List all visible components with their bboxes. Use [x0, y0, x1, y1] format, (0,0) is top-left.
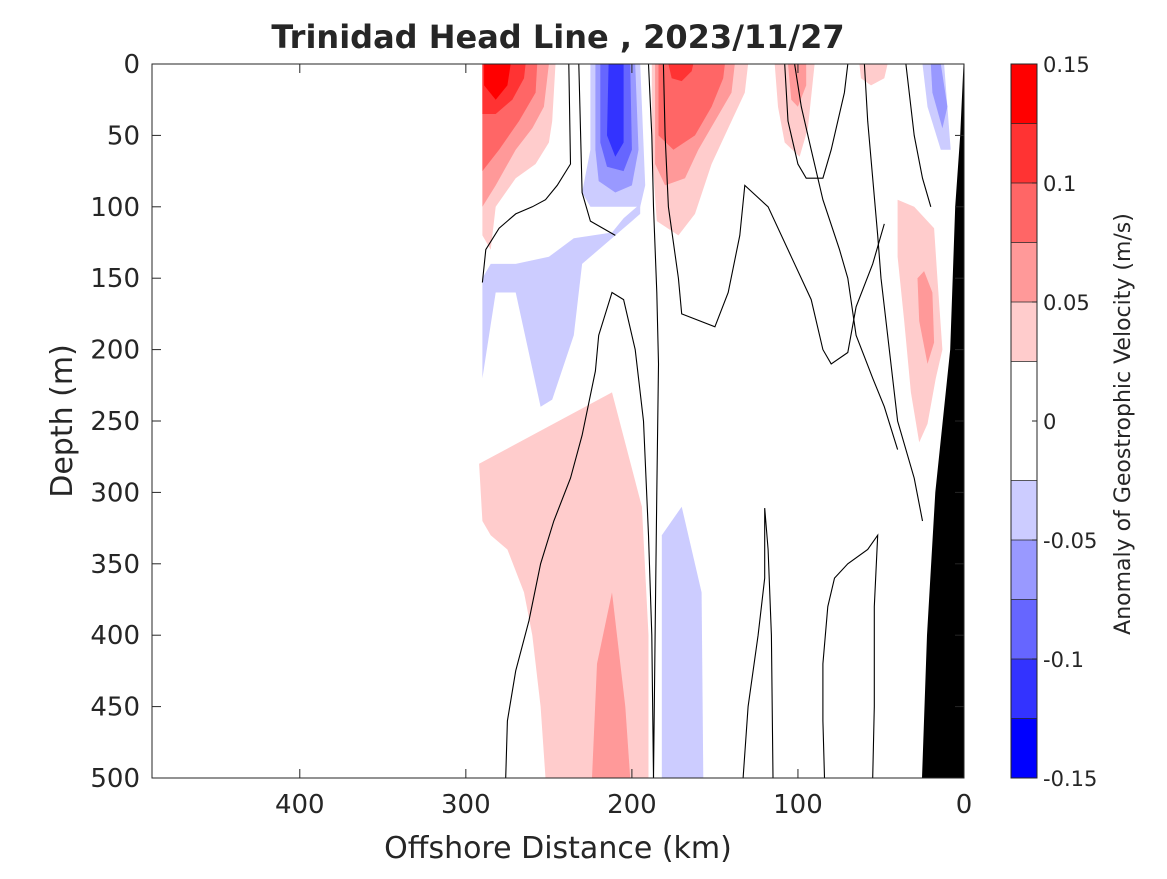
contour-line-1 — [481, 64, 572, 283]
contour-fill-neg-1 — [482, 203, 641, 778]
colorbar-tick-label: -0.05 — [1043, 529, 1097, 553]
colorbar-swatch — [1011, 718, 1037, 778]
x-tick-label: 400 — [275, 790, 325, 820]
colorbar-tick-label: 0 — [1043, 410, 1056, 434]
contour-fill-pos-8 — [658, 64, 725, 150]
contour-fill-pos-9 — [668, 64, 694, 82]
y-tick-label: 350 — [90, 550, 140, 580]
colorbar-swatch — [1011, 659, 1037, 719]
colorbar-swatch — [1011, 599, 1037, 659]
axes: 400 300 200 100 0 0 50 100 150 200 250 300 350 400 450… — [90, 50, 972, 820]
colorbar-tick-label: 0.1 — [1043, 172, 1076, 196]
x-tick-label: 300 — [441, 790, 491, 820]
contour-fill-pos-12 — [859, 64, 888, 86]
contour-line-3 — [647, 64, 660, 778]
x-tick-label: 100 — [773, 790, 823, 820]
contour-fill-pos-14 — [917, 271, 935, 364]
y-tick-label: 100 — [90, 193, 140, 223]
contour-line-4 — [505, 291, 655, 778]
colorbar: 0.15 0.1 0.05 0 -0.05 -0.1 -0.15 — [1010, 53, 1097, 791]
colorbar-swatch — [1011, 183, 1037, 243]
y-tick-label: 450 — [90, 693, 140, 723]
colorbar-label: Anomaly of Geostrophic Velocity (m/s) — [1111, 213, 1136, 635]
bathymetry-wedge — [921, 64, 964, 778]
colorbar-swatch — [1011, 242, 1037, 302]
y-tick-label: 0 — [123, 50, 140, 80]
y-tick-label: 500 — [90, 764, 140, 794]
x-axis-label: Offshore Distance (km) — [384, 831, 732, 866]
y-tick-label: 250 — [90, 407, 140, 437]
chart-title: Trinidad Head Line , 2023/11/27 — [271, 18, 844, 56]
contour-line-11 — [905, 64, 932, 207]
colorbar-tick-label: -0.15 — [1043, 767, 1097, 791]
y-axis-label: Depth (m) — [45, 344, 80, 498]
y-tick-label: 150 — [90, 264, 140, 294]
contour-fill-pos-16 — [592, 592, 631, 778]
contour-line-9 — [794, 64, 899, 450]
y-tick-label: 200 — [90, 336, 140, 366]
contour-line-2 — [578, 64, 616, 236]
y-tick-label: 50 — [107, 121, 140, 151]
contour-fill-neg-8 — [930, 64, 948, 129]
contour-line-8 — [784, 64, 849, 179]
y-tick-label: 300 — [90, 478, 140, 508]
x-tick-label: 200 — [607, 790, 657, 820]
plot-area — [152, 64, 964, 778]
contour-line-6 — [742, 508, 774, 778]
contour-line-10 — [863, 64, 924, 522]
contour-fill-neg-5 — [607, 64, 624, 157]
contour-line-5 — [662, 64, 885, 365]
colorbar-swatch — [1011, 302, 1037, 362]
colorbar-swatch — [1011, 540, 1037, 600]
x-tick-label: 0 — [956, 790, 973, 820]
contour-line-7 — [822, 533, 879, 778]
contour-fill-neg-6 — [661, 506, 704, 778]
colorbar-tick-label: 0.05 — [1043, 291, 1090, 315]
colorbar-swatch — [1011, 123, 1037, 183]
colorbar-swatch — [1011, 480, 1037, 540]
contour-fill-pos-5 — [484, 64, 511, 100]
colorbar-tick-label: 0.15 — [1043, 53, 1090, 77]
contour-fill-pos-11 — [788, 64, 807, 107]
colorbar-swatch — [1011, 64, 1037, 124]
colorbar-tick-label: -0.1 — [1043, 648, 1084, 672]
y-tick-label: 400 — [90, 621, 140, 651]
